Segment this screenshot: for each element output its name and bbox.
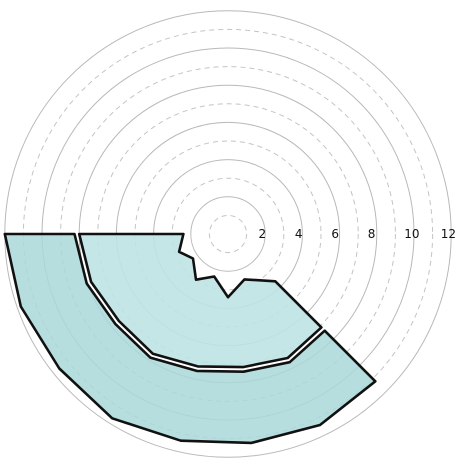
tick-label-10: 10 bbox=[404, 227, 419, 241]
radial-tick-labels: 2 4 6 8 10 12 bbox=[259, 227, 456, 241]
outer-band bbox=[3, 232, 377, 445]
data-bands bbox=[3, 232, 377, 445]
tick-label-2: 2 bbox=[259, 227, 267, 241]
inner-band bbox=[77, 232, 323, 369]
tick-label-12: 12 bbox=[441, 227, 456, 241]
grid-circle bbox=[190, 196, 266, 272]
tick-label-6: 6 bbox=[331, 227, 339, 241]
tick-label-4: 4 bbox=[295, 227, 303, 241]
grid-circle bbox=[208, 214, 248, 254]
tick-label-8: 8 bbox=[368, 227, 376, 241]
